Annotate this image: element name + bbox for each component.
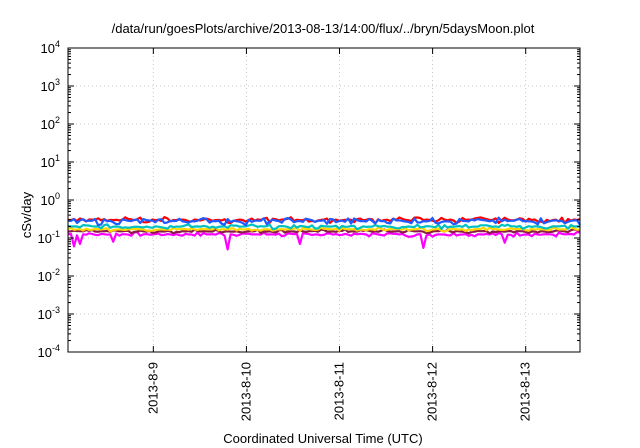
x-tick-label: 2013-8-9 — [145, 362, 160, 414]
y-tick-label: 10-3 — [38, 305, 60, 322]
x-tick-label: 2013-8-11 — [332, 362, 347, 420]
x-axis-label: Coordinated Universal Time (UTC) — [223, 431, 422, 446]
grid-lines — [68, 48, 580, 352]
y-tick-label: 102 — [41, 115, 60, 132]
y-axis-label: cSv/day — [19, 191, 34, 238]
y-tick-label: 101 — [41, 153, 60, 170]
series-line — [67, 223, 581, 231]
y-tick-label: 10-1 — [38, 229, 60, 246]
x-tick-label: 2013-8-12 — [425, 362, 440, 421]
y-tick-label: 103 — [41, 77, 60, 94]
series-line — [67, 216, 581, 227]
y-axis: 10-4 10-3 10-2 10-1 100 101 102 103 104 — [38, 39, 580, 360]
chart-title: /data/run/goesPlots/archive/2013-08-13/1… — [112, 21, 535, 36]
x-tick-label: 2013-8-10 — [238, 362, 253, 421]
x-axis: 2013-8-9 2013-8-10 2013-8-11 2013-8-12 2013-… — [145, 48, 533, 421]
y-tick-label: 10-4 — [38, 343, 60, 360]
x-tick-label: 2013-8-13 — [518, 362, 533, 421]
series-line — [67, 226, 581, 233]
series-line — [67, 231, 581, 251]
y-tick-label: 100 — [41, 191, 60, 208]
y-tick-label: 104 — [41, 39, 60, 56]
series-line — [67, 228, 581, 235]
series-group — [67, 216, 581, 251]
y-tick-label: 10-2 — [38, 267, 60, 284]
